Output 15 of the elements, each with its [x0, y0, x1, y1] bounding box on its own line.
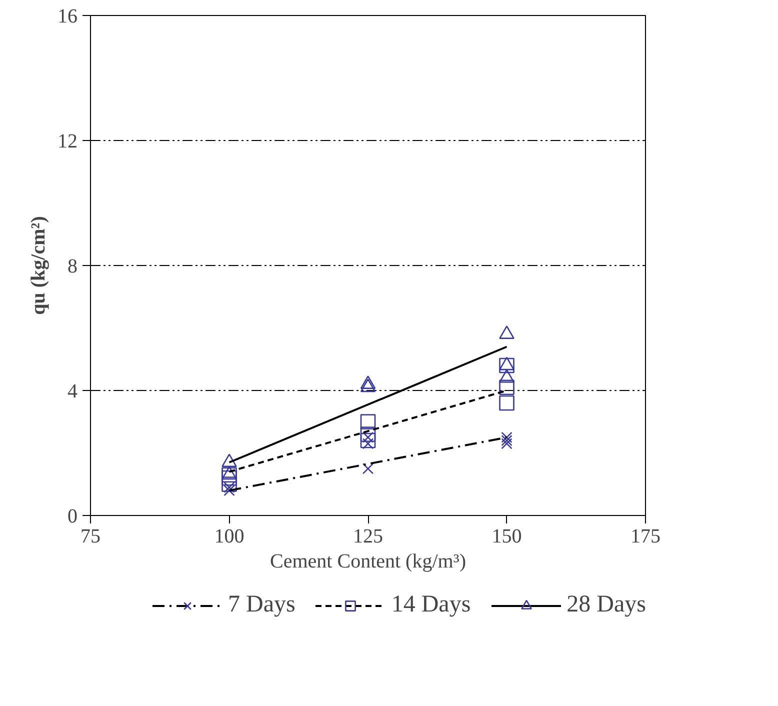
x-tick-label: 75: [80, 526, 100, 548]
y-tick-label: 8: [68, 256, 78, 278]
y-tick-label: 12: [58, 130, 78, 152]
legend-label: 7 Days: [228, 592, 296, 618]
y-axis-title: qu (kg/cm²): [28, 216, 50, 315]
y-tick-label: 16: [58, 6, 78, 28]
legend-label: 28 Days: [566, 592, 646, 618]
y-tick-label: 4: [68, 380, 78, 402]
x-tick-label: 100: [214, 526, 244, 548]
y-tick-label: 0: [68, 506, 78, 528]
x-tick-label: 125: [353, 526, 383, 548]
x-tick-label: 150: [492, 526, 522, 548]
legend-label: 14 Days: [391, 592, 471, 618]
x-axis-title: Cement Content (kg/m³): [270, 550, 466, 572]
x-tick-label: 175: [630, 526, 660, 548]
